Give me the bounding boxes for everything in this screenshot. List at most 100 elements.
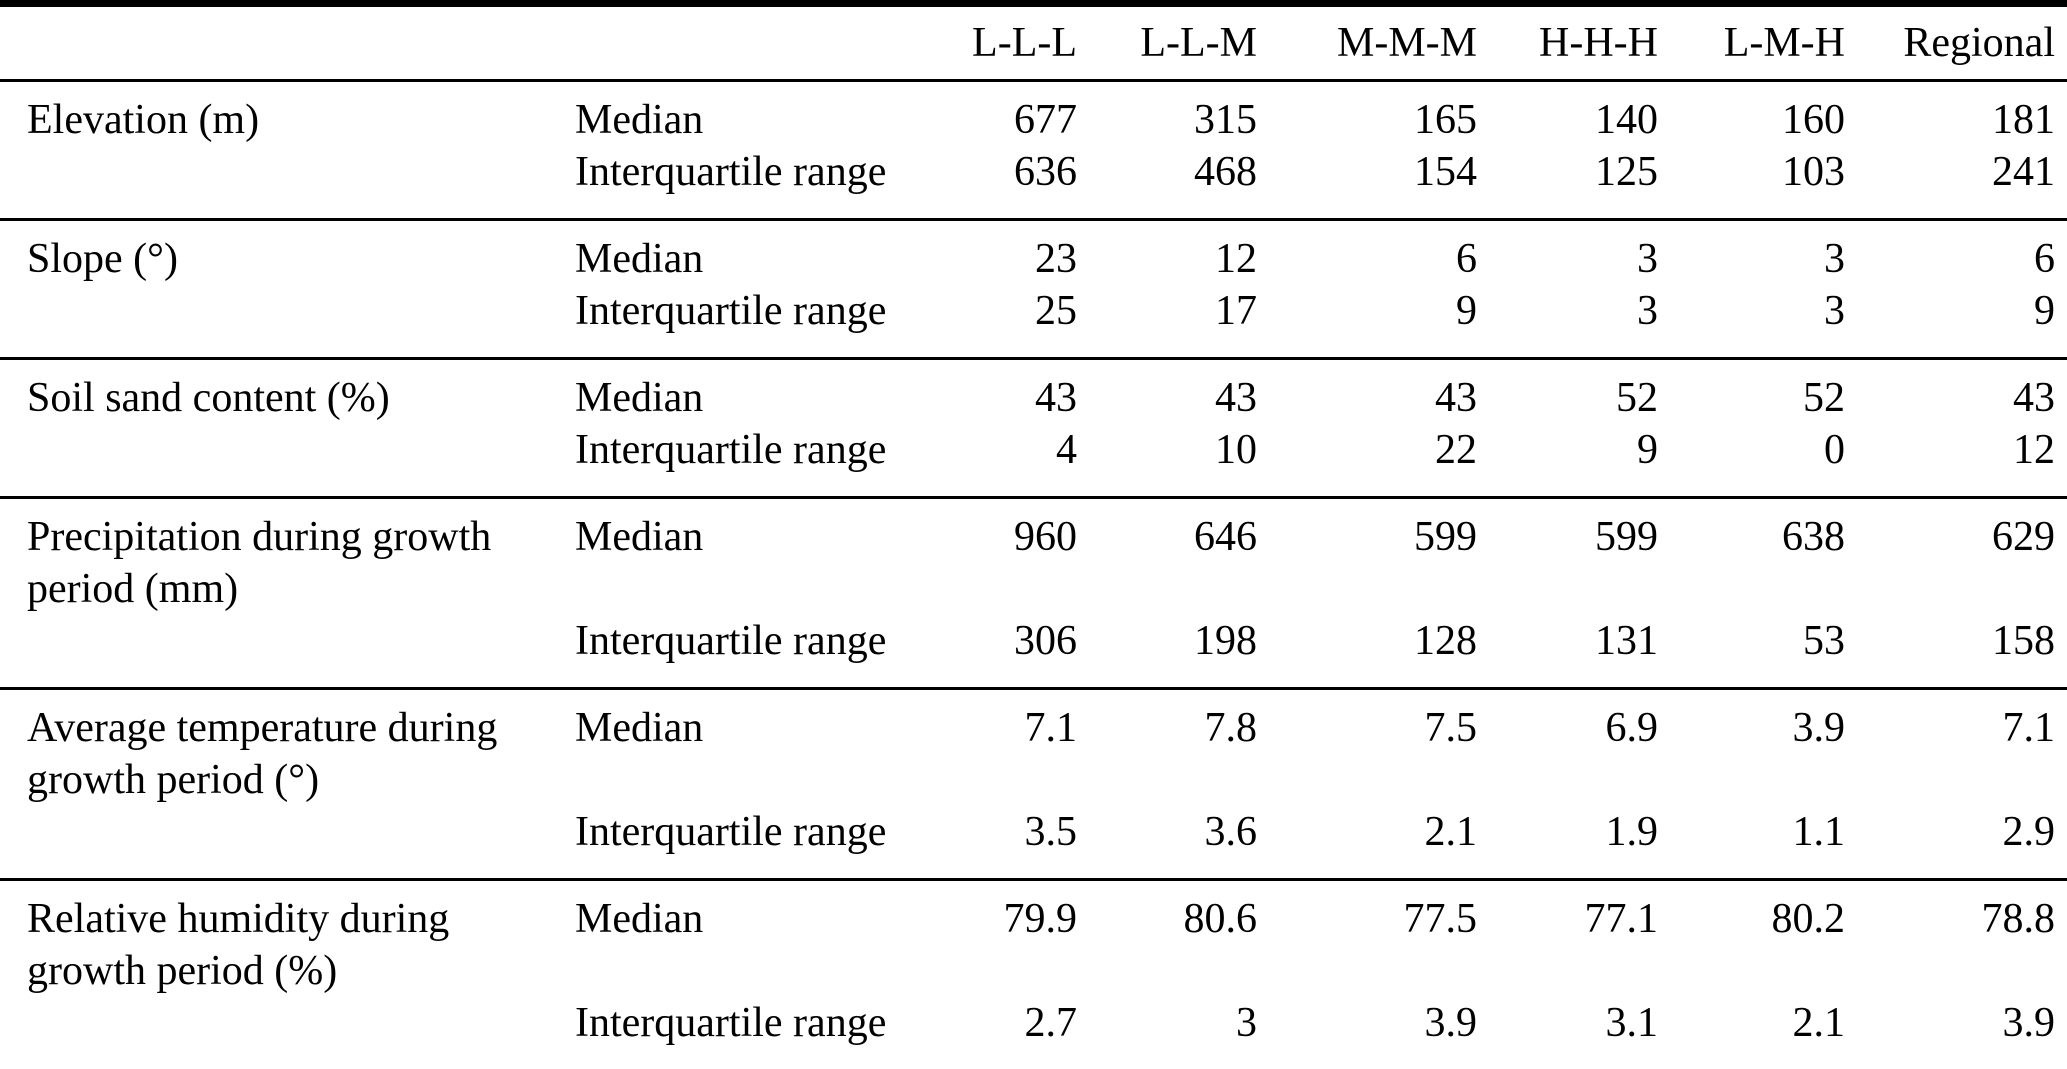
- cell-value: 3: [1824, 236, 1845, 282]
- cell-value: 53: [1803, 618, 1845, 664]
- cell-value: 43: [1215, 375, 1257, 421]
- stat-label-median: Median: [575, 896, 704, 942]
- cell-value: 7.1: [1024, 705, 1078, 751]
- cell-value: 7.8: [1204, 705, 1258, 751]
- column-header-lll: L-L-L: [972, 20, 1077, 66]
- cell-value: 78.8: [1981, 896, 2056, 942]
- cell-value: 468: [1194, 149, 1257, 195]
- cell-value: 103: [1782, 149, 1845, 195]
- variable-label: Average temperature during growth period…: [27, 705, 498, 803]
- cell-value: 315: [1194, 97, 1257, 143]
- cell-value: 646: [1194, 514, 1257, 560]
- column-header-llm: L-L-M: [1140, 20, 1257, 66]
- cell-value: 3.9: [1424, 1000, 1478, 1046]
- cell-value: 12: [1215, 236, 1257, 282]
- column-header-regional: Regional: [1903, 20, 2055, 66]
- cell-value: 9: [1637, 427, 1658, 473]
- cell-value: 3: [1236, 1000, 1257, 1046]
- table-row: Interquartile range 3.5 3.6 2.1 1.9 1.1 …: [0, 806, 2067, 880]
- cell-value: 140: [1595, 97, 1658, 143]
- table-row: Precipitation during growth period (mm) …: [0, 498, 2067, 616]
- stat-label-median: Median: [575, 97, 704, 143]
- cell-value: 158: [1992, 618, 2055, 664]
- cell-value: 241: [1992, 149, 2055, 195]
- column-header-hhh: H-H-H: [1539, 20, 1658, 66]
- stat-label-iqr: Interquartile range: [575, 288, 887, 334]
- cell-value: 306: [1014, 618, 1077, 664]
- stat-label-median: Median: [575, 236, 704, 282]
- table-row: Interquartile range 306 198 128 131 53 1…: [0, 615, 2067, 689]
- cell-value: 12: [2013, 427, 2055, 473]
- header-row: L-L-L L-L-M M-M-M H-H-H L-M-H Regional: [0, 4, 2067, 81]
- table-row: Interquartile range 2.7 3 3.9 3.1 2.1 3.…: [0, 997, 2067, 1069]
- stat-label-iqr: Interquartile range: [575, 427, 887, 473]
- cell-value: 3.1: [1605, 1000, 1659, 1046]
- cell-value: 636: [1014, 149, 1077, 195]
- variable-label: Relative humidity during growth period (…: [27, 896, 450, 994]
- table-header: L-L-L L-L-M M-M-M H-H-H L-M-H Regional: [0, 4, 2067, 81]
- table-row: Slope (°) Median 23 12 6 3 3 6: [0, 220, 2067, 286]
- table-row: Interquartile range 4 10 22 9 0 12: [0, 424, 2067, 498]
- cell-value: 10: [1215, 427, 1257, 473]
- cell-value: 43: [2013, 375, 2055, 421]
- cell-value: 25: [1035, 288, 1077, 334]
- cell-value: 77.1: [1584, 896, 1659, 942]
- cell-value: 9: [2034, 288, 2055, 334]
- cell-value: 2.1: [1424, 809, 1478, 855]
- group-slope: Slope (°) Median 23 12 6 3 3 6 Interquar…: [0, 219, 2067, 359]
- stat-label-median: Median: [575, 375, 704, 421]
- group-precipitation: Precipitation during growth period (mm) …: [0, 497, 2067, 689]
- cell-value: 599: [1414, 514, 1477, 560]
- cell-value: 3: [1824, 288, 1845, 334]
- cell-value: 1.1: [1792, 809, 1846, 855]
- cell-value: 77.5: [1403, 896, 1478, 942]
- cell-value: 52: [1616, 375, 1658, 421]
- cell-value: 9: [1456, 288, 1477, 334]
- cell-value: 6: [1456, 236, 1477, 282]
- cell-value: 6.9: [1605, 705, 1659, 751]
- cell-value: 2.1: [1792, 1000, 1846, 1046]
- table-row: Interquartile range 25 17 9 3 3 9: [0, 285, 2067, 359]
- cell-value: 43: [1435, 375, 1477, 421]
- cell-value: 128: [1414, 618, 1477, 664]
- stat-label-iqr: Interquartile range: [575, 149, 887, 195]
- cell-value: 52: [1803, 375, 1845, 421]
- stat-label-iqr: Interquartile range: [575, 809, 887, 855]
- cell-value: 165: [1414, 97, 1477, 143]
- cell-value: 7.5: [1424, 705, 1478, 751]
- cell-value: 80.2: [1771, 896, 1846, 942]
- cell-value: 638: [1782, 514, 1845, 560]
- cell-value: 125: [1595, 149, 1658, 195]
- cell-value: 3.5: [1024, 809, 1078, 855]
- cell-value: 2.9: [2002, 809, 2056, 855]
- table-row: Elevation (m) Median 677 315 165 140 160…: [0, 81, 2067, 147]
- variable-label: Soil sand content (%): [27, 375, 390, 421]
- cell-value: 677: [1014, 97, 1077, 143]
- cell-value: 160: [1782, 97, 1845, 143]
- cell-value: 3.9: [2002, 1000, 2056, 1046]
- cell-value: 198: [1194, 618, 1257, 664]
- variable-label: Precipitation during growth period (mm): [27, 514, 492, 612]
- cell-value: 4: [1056, 427, 1077, 473]
- cell-value: 629: [1992, 514, 2055, 560]
- cell-value: 3: [1637, 236, 1658, 282]
- stat-label-iqr: Interquartile range: [575, 618, 887, 664]
- cell-value: 7.1: [2002, 705, 2056, 751]
- cell-value: 0: [1824, 427, 1845, 473]
- cell-value: 23: [1035, 236, 1077, 282]
- cell-value: 154: [1414, 149, 1477, 195]
- cell-value: 3: [1637, 288, 1658, 334]
- cell-value: 79.9: [1003, 896, 1078, 942]
- group-temperature: Average temperature during growth period…: [0, 688, 2067, 880]
- cell-value: 22: [1435, 427, 1477, 473]
- table-row: Relative humidity during growth period (…: [0, 880, 2067, 998]
- column-header-mmm: M-M-M: [1336, 20, 1477, 66]
- cell-value: 43: [1035, 375, 1077, 421]
- stat-label-median: Median: [575, 514, 704, 560]
- header-stat-spacer: [575, 4, 935, 81]
- stat-label-iqr: Interquartile range: [575, 1000, 887, 1046]
- variable-label: Elevation (m): [27, 97, 260, 143]
- cell-value: 17: [1215, 288, 1257, 334]
- table-row: Soil sand content (%) Median 43 43 43 52…: [0, 359, 2067, 425]
